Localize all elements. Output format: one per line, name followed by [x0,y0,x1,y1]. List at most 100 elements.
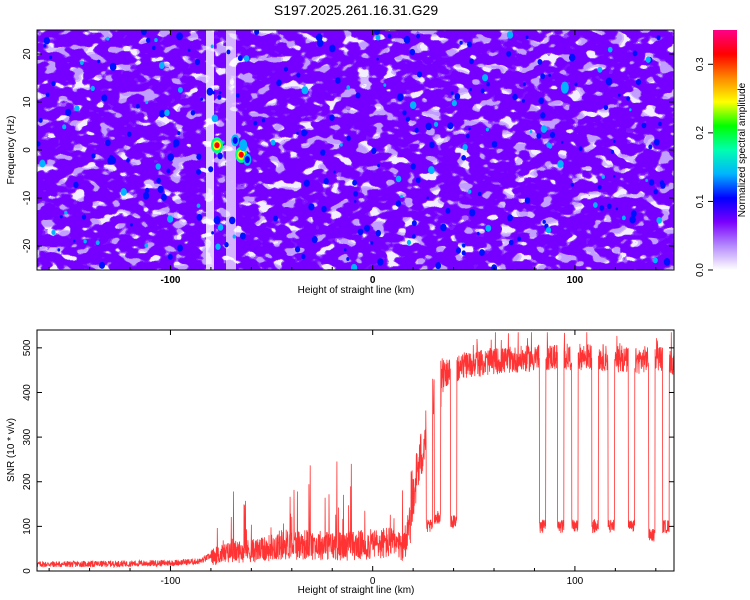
heatmap-speckle [440,223,447,232]
heatmap-speckle [346,257,350,261]
heatmap-speckle [656,35,661,41]
heatmap-speckle [601,174,605,179]
heatmap-speckle [126,158,130,163]
heatmap-speckle [294,246,301,253]
heatmap-speckle [224,242,229,248]
heatmap-speckle [411,234,416,239]
heatmap-speckle [145,37,151,43]
heatmap-speckle [387,33,392,39]
heatmap-speckle [607,203,612,210]
heatmap-speckle [43,36,51,45]
heatmap-speckle [296,131,299,135]
heatmap-speckle [426,196,429,200]
heatmap-speckle [229,216,236,225]
heatmap-speckle [106,36,110,41]
heatmap-speckle [164,109,170,117]
snr-series-line [37,332,674,569]
heatmap-speckle [445,207,451,214]
heatmap-speckle [603,104,609,111]
heatmap-speckle [73,239,76,243]
heatmap-speckle [455,247,462,254]
heatmap-speckle [254,30,260,35]
heatmap-speckle [435,262,442,270]
heatmap-speckle [90,85,95,92]
heatmap-speckle [450,91,454,95]
heatmap-speckle [141,30,147,36]
heatmap-speckle [416,33,421,39]
heatmap-speckle [645,178,648,183]
heatmap-speckle [605,77,613,86]
heatmap-speckle [641,122,647,129]
heatmap-gap-band [206,30,214,270]
heatmap-speckle [160,193,167,201]
heatmap-speckle [206,87,214,96]
heatmap-speckle [465,133,470,139]
heatmap-speckle [346,85,351,90]
heatmap-speckle [158,110,166,118]
heatmap-speckle [135,103,140,109]
heatmap-y-tick-label: 20 [22,48,33,60]
heatmap-speckle [545,227,552,234]
heatmap-speckle [570,182,575,187]
colorbar-tick-label: 0.2 [695,125,706,139]
heatmap-speckle [621,215,626,221]
heatmap-speckle [308,203,315,211]
heatmap-hotspot [244,156,250,164]
heatmap-speckle [38,117,43,123]
heatmap-speckle [187,48,191,52]
heatmap-speckle [215,243,221,250]
heatmap-speckle [491,140,498,148]
heatmap-speckle [196,203,201,208]
heatmap-speckle [120,188,127,196]
heatmap-speckle [540,112,546,119]
heatmap-y-tick-label: 0 [22,147,33,153]
heatmap-x-tick-label: 100 [567,275,584,286]
heatmap-speckle [350,263,358,270]
snr-panel: -100 0 100 0 100 200 300 400 500 Height of strai… [6,329,675,596]
heatmap-speckle [522,82,526,86]
heatmap-speckle [196,153,202,160]
heatmap-speckle [383,83,387,87]
heatmap-speckle [607,46,613,53]
heatmap-speckle [477,191,482,197]
heatmap-speckle [333,170,336,174]
heatmap-speckle [402,110,407,116]
heatmap-speckle [74,105,80,112]
heatmap-speckle [411,220,417,227]
heatmap-speckle [354,200,357,203]
heatmap-speckle [346,135,351,142]
heatmap-speckle [506,50,512,57]
heatmap-speckle [45,92,50,97]
heatmap-hotspot [562,84,568,92]
heatmap-speckle [405,116,411,122]
heatmap-speckle [357,228,364,236]
heatmap-hotspot [240,141,246,149]
heatmap-speckle [635,78,642,86]
heatmap-speckle [352,179,358,186]
heatmap-speckle [329,114,335,121]
heatmap-speckle [217,94,222,100]
heatmap-speckle [469,58,475,65]
heatmap-speckle [521,99,525,103]
heatmap-speckle [632,50,638,57]
heatmap-speckle [592,202,598,208]
colorbar-strip [713,30,737,270]
heatmap-speckle [235,93,240,98]
heatmap-speckle [615,207,619,211]
heatmap-speckle [79,60,84,66]
heatmap-speckle [461,250,466,256]
heatmap-speckle [658,121,662,127]
heatmap-speckle [253,120,258,126]
heatmap-speckle [217,224,224,231]
heatmap-speckle [507,214,513,222]
heatmap-speckle [549,131,556,139]
heatmap-speckle [196,168,202,175]
heatmap-speckle [517,236,522,242]
heatmap-speckle [613,139,616,143]
heatmap-speckle [374,30,381,35]
snr-y-tick-label: 100 [22,518,33,535]
heatmap-speckle [239,232,246,240]
heatmap-hotspot [238,151,244,158]
